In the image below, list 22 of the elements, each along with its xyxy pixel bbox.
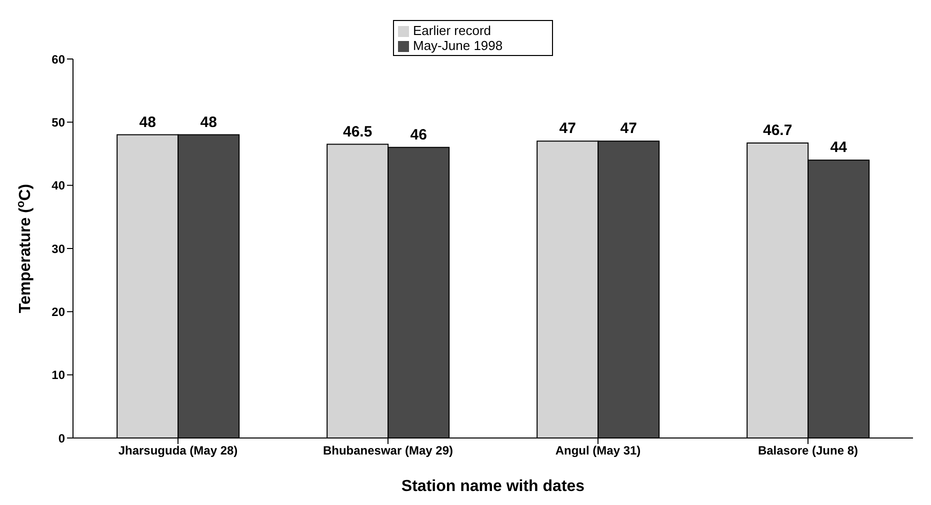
data-label: 48 — [200, 114, 217, 131]
legend-label: Earlier record — [413, 23, 492, 38]
data-label: 47 — [559, 120, 576, 138]
y-tick-label: 40 — [52, 178, 66, 193]
data-label: 47 — [620, 120, 637, 138]
data-label: 46 — [410, 126, 427, 144]
x-tick-label: Angul (May 31) — [555, 444, 641, 458]
y-tick-label: 20 — [52, 304, 66, 319]
data-label: 44 — [830, 139, 848, 156]
data-label: 46.5 — [343, 123, 372, 140]
x-axis-title: Station name with dates — [401, 478, 585, 495]
x-tick-label: Balasore (June 8) — [758, 444, 858, 458]
y-tick-label: 30 — [52, 242, 66, 256]
y-tick-label: 50 — [52, 115, 66, 130]
data-label: 46.7 — [763, 122, 792, 140]
x-tick-label: Bhubaneswar (May 29) — [322, 444, 454, 458]
legend-label: May-June 1998 — [413, 38, 503, 53]
y-tick-label: 60 — [52, 52, 66, 66]
y-tick-label: 0 — [58, 431, 66, 446]
data-label: 48 — [139, 114, 156, 131]
y-tick-label: 10 — [52, 368, 66, 382]
x-tick-label: Jharsuguda (May 28) — [118, 444, 238, 458]
